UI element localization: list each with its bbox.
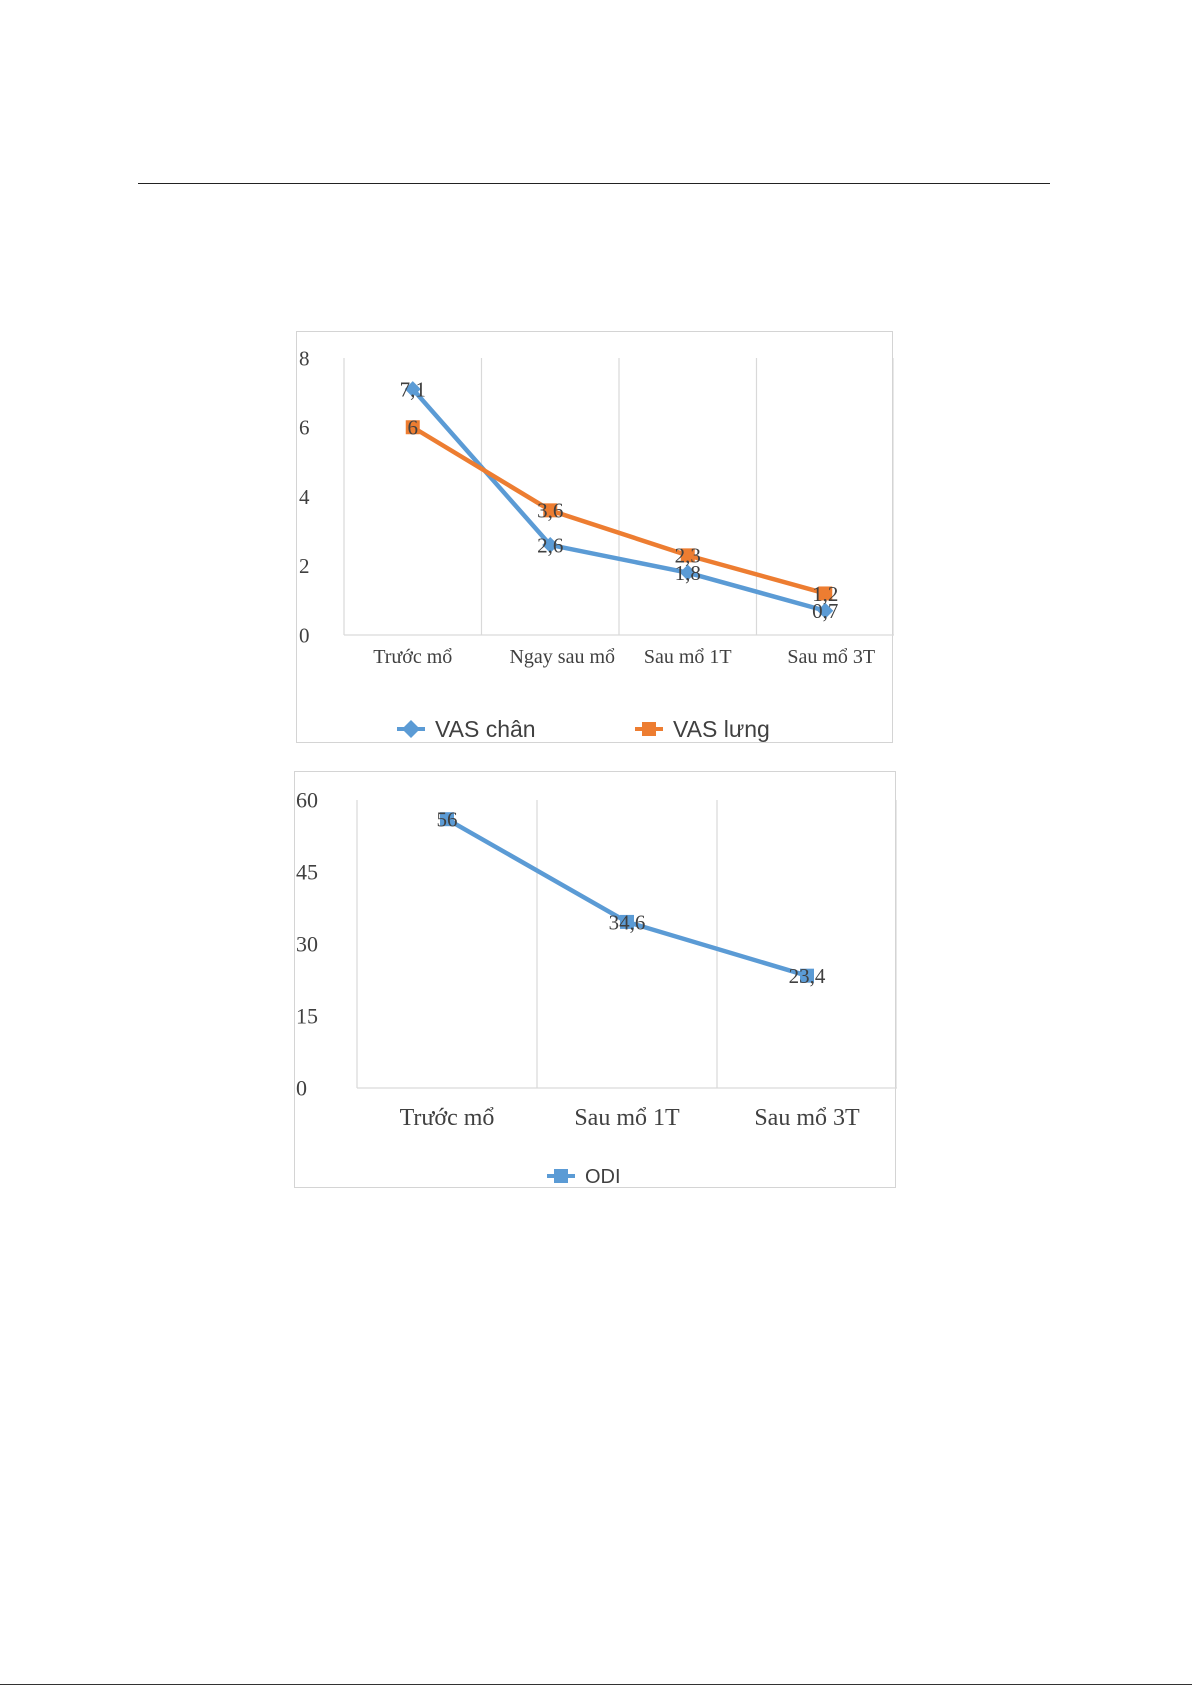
- data-label: 6: [408, 416, 419, 440]
- y-tick-label: 15: [296, 1004, 318, 1029]
- data-label: 34,6: [609, 910, 646, 934]
- data-label: 23,4: [789, 964, 826, 988]
- data-point: [620, 914, 634, 929]
- data-label: 2,3: [675, 544, 701, 568]
- data-label: 2,6: [537, 533, 563, 557]
- data-label: 7,1: [400, 378, 426, 402]
- y-tick-label: 8: [299, 346, 310, 370]
- legend-marker: [554, 1169, 568, 1183]
- y-tick-label: 30: [296, 932, 318, 957]
- x-tick-label: Trước mổ: [400, 1105, 495, 1131]
- data-point: [818, 586, 833, 601]
- legend-marker: [402, 720, 420, 738]
- data-point: [405, 420, 420, 435]
- x-tick-label: Sau mổ 1T: [574, 1105, 680, 1131]
- data-label: 56: [437, 808, 458, 832]
- vas-chart: 0 2 4 6 8 Trước mổ Ngay sau mổ Sau mổ 1T Sau mổ …: [296, 331, 894, 743]
- data-label: 0,7: [812, 599, 838, 623]
- legend-marker: [642, 722, 656, 736]
- y-tick-label: 45: [296, 860, 318, 885]
- data-point: [404, 381, 421, 398]
- legend-label: ODI: [585, 1166, 621, 1188]
- header-rule: [138, 183, 1050, 184]
- x-tick-label: Sau mổ 3T: [787, 646, 875, 668]
- data-point: [817, 602, 834, 619]
- data-point: [543, 503, 558, 518]
- x-tick-label: Ngay sau mổ: [509, 646, 615, 668]
- y-tick-label: 2: [299, 554, 310, 578]
- series-line: [444, 816, 810, 978]
- series-line: [410, 425, 828, 596]
- data-label: 1,2: [812, 582, 838, 606]
- y-tick-label: 0: [299, 623, 310, 647]
- x-tick-label: Sau mổ 3T: [754, 1105, 860, 1131]
- y-tick-label: 4: [299, 485, 310, 509]
- odi-chart: 0 15 30 45 60 Trước mổ Sau mổ 1T Sau mổ 3T 56 34,…: [294, 771, 897, 1188]
- vas-chart-svg: 0 2 4 6 8 Trước mổ Ngay sau mổ Sau mổ 1T Sau mổ …: [299, 346, 894, 742]
- data-point: [542, 536, 559, 553]
- data-label: 3,6: [537, 499, 563, 523]
- data-point: [680, 548, 695, 563]
- y-tick-label: 0: [296, 1076, 307, 1101]
- x-tick-label: Trước mổ: [373, 646, 452, 668]
- legend-label: VAS lưng: [673, 716, 770, 742]
- x-tick-label: Sau mổ 1T: [644, 646, 732, 668]
- data-label: 1,8: [675, 561, 701, 585]
- odi-chart-svg: 0 15 30 45 60 Trước mổ Sau mổ 1T Sau mổ 3T 56 34,…: [296, 788, 897, 1188]
- legend-label: VAS chân: [435, 716, 536, 742]
- y-tick-label: 60: [296, 788, 318, 813]
- data-point: [679, 564, 696, 581]
- data-point: [440, 812, 454, 827]
- data-point: [800, 968, 814, 983]
- y-tick-label: 6: [299, 416, 310, 440]
